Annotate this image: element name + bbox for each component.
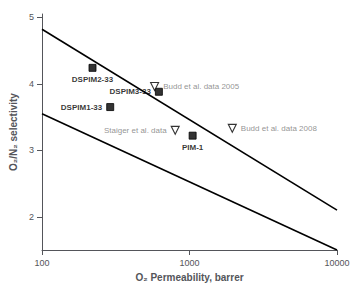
svg-text:1000: 1000 bbox=[179, 258, 199, 268]
svg-text:4: 4 bbox=[29, 79, 34, 89]
svg-text:PIM-1: PIM-1 bbox=[182, 143, 204, 152]
svg-text:10000: 10000 bbox=[324, 258, 349, 268]
svg-text:O₂/N₂ selectivity: O₂/N₂ selectivity bbox=[8, 93, 19, 171]
svg-text:Robeson Upper-bound-1991: Robeson Upper-bound-1991 bbox=[135, 164, 237, 217]
svg-text:2: 2 bbox=[29, 212, 34, 222]
svg-text:5: 5 bbox=[29, 12, 34, 22]
svg-text:Staiger et al. data: Staiger et al. data bbox=[104, 126, 167, 135]
svg-text:DSPIM3-33: DSPIM3-33 bbox=[109, 87, 151, 97]
svg-text:O₂ Permeability, barrer: O₂ Permeability, barrer bbox=[135, 272, 243, 283]
svg-text:Robeson Upper-bound-2008: Robeson Upper-bound-2008 bbox=[244, 140, 340, 204]
svg-text:DSPIM1-33: DSPIM1-33 bbox=[61, 103, 103, 112]
svg-text:DSPIM2-33: DSPIM2-33 bbox=[72, 75, 114, 84]
svg-text:Budd et al. data 2008: Budd et al. data 2008 bbox=[241, 124, 318, 133]
svg-text:Budd et al. data 2005: Budd et al. data 2005 bbox=[163, 82, 240, 91]
svg-text:3: 3 bbox=[29, 145, 34, 155]
svg-text:100: 100 bbox=[34, 258, 49, 268]
